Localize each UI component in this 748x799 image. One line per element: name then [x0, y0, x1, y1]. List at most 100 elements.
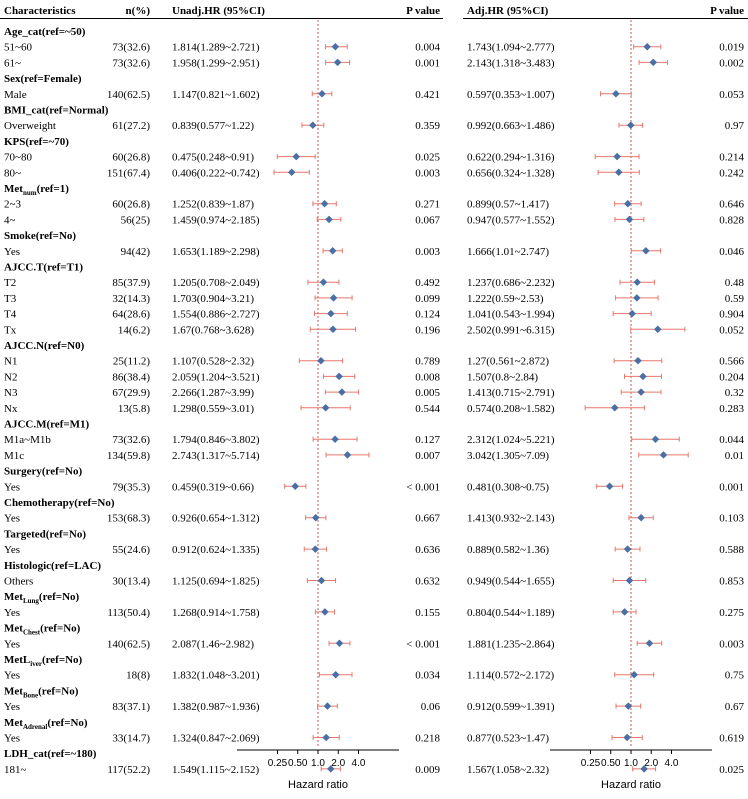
row-label: 181~: [4, 764, 27, 776]
row-unadj-p: 0.218: [415, 733, 440, 745]
row-n: 151(67.4): [107, 167, 150, 179]
row-adj-p: 0.67: [725, 701, 745, 713]
hr-point-unadj: [311, 545, 320, 553]
header-n: n(%): [126, 5, 151, 17]
row-group-header: Smoke(ref=No): [4, 230, 76, 242]
row-n: 56(25): [121, 214, 151, 226]
hr-point-adj: [637, 388, 645, 396]
row-n: 153(68.3): [107, 513, 150, 525]
row-unadj-hr: 1.549(1.115~2.152): [172, 764, 259, 776]
row-adj-hr: 2.312(1.024~5.221): [467, 434, 555, 446]
hr-point-adj: [623, 733, 632, 742]
row-n: 134(59.8): [107, 450, 150, 462]
row-unadj-p: 0.034: [415, 670, 440, 682]
hr-point-unadj: [331, 435, 339, 444]
hr-point-unadj: [291, 482, 300, 491]
row-label: Yes: [4, 481, 20, 493]
row-label: N2: [4, 371, 17, 383]
x-tick-label-unadj: 0.25: [268, 758, 288, 769]
row-adj-hr: 2.502(0.991~6.315): [467, 324, 555, 336]
hr-point-adj: [625, 576, 634, 585]
row-group-header: Age_cat(ref=~50): [4, 26, 86, 38]
row-group-header: Targeted(ref=No): [4, 528, 86, 540]
row-unadj-p: 0.007: [415, 450, 440, 462]
header-unadj-hr: Unadj.HR (95%CI): [172, 5, 265, 17]
row-group-header: LDH_cat(ref=~180): [4, 748, 97, 760]
x-tick-label-adj: 2.0: [644, 758, 658, 769]
row-adj-hr: 0.949(0.544~1.655): [467, 576, 555, 588]
row-unadj-hr: 1.794(0.846~3.802): [172, 434, 260, 446]
hr-point-unadj: [338, 388, 346, 396]
row-unadj-p: 0.271: [415, 199, 440, 211]
row-unadj-p: 0.636: [415, 544, 440, 556]
row-label: 2~3: [4, 199, 21, 211]
hr-point-unadj: [331, 42, 340, 51]
row-adj-p: 0.025: [719, 764, 744, 776]
row-adj-hr: 0.597(0.353~1.007): [467, 89, 555, 101]
row-unadj-hr: 2.087(1.46~2.982): [172, 638, 254, 650]
row-n: 55(24.6): [112, 544, 150, 556]
row-group-header: MetAdrenal(ref=No): [4, 717, 88, 731]
row-unadj-p: 0.009: [415, 764, 440, 776]
hr-point-unadj: [331, 670, 340, 679]
row-unadj-p: 0.067: [415, 214, 440, 226]
hr-point-adj: [620, 608, 629, 616]
row-label: T2: [4, 277, 16, 289]
row-label: 80~: [4, 167, 21, 179]
row-label: Yes: [4, 670, 20, 682]
row-adj-hr: 1.114(0.572~2.172): [467, 670, 554, 682]
row-n: 18(8): [126, 670, 150, 682]
row-adj-hr: 1.222(0.59~2.53): [467, 293, 544, 305]
row-label: M1c: [4, 450, 24, 462]
row-group-header: MetLung(ref=No): [4, 591, 80, 605]
row-label: Male: [4, 89, 27, 101]
row-unadj-p: 0.124: [415, 309, 440, 321]
hr-point-unadj: [333, 58, 342, 67]
row-unadj-p: 0.632: [415, 576, 440, 588]
row-label: Yes: [4, 246, 20, 258]
row-unadj-hr: 1.205(0.708~2.049): [172, 277, 260, 289]
row-n: 85(37.9): [112, 277, 150, 289]
row-unadj-p: 0.099: [415, 293, 440, 305]
row-label: M1a~M1b: [4, 434, 51, 446]
hr-point-unadj: [343, 451, 352, 459]
hr-point-unadj: [326, 765, 335, 773]
hr-point-adj: [637, 513, 645, 522]
row-unadj-hr: 1.268(0.914~1.758): [172, 607, 260, 619]
row-adj-hr: 0.877(0.523~1.47): [467, 733, 549, 745]
row-label: Yes: [4, 513, 20, 525]
hr-point-unadj: [317, 576, 326, 585]
row-adj-p: 0.828: [719, 214, 744, 226]
row-adj-hr: 1.237(0.686~2.232): [467, 277, 555, 289]
x-tick-label-unadj: 0.50: [288, 758, 308, 769]
row-adj-p: 0.48: [725, 277, 745, 289]
row-unadj-hr: 1.832(1.048~3.201): [172, 670, 260, 682]
row-unadj-hr: 2.059(1.204~3.521): [172, 371, 260, 383]
hr-point-adj: [623, 545, 632, 553]
row-n: 13(5.8): [118, 403, 150, 415]
row-adj-hr: 1.567(1.058~2.32): [467, 764, 549, 776]
row-unadj-hr: 1.459(0.974~2.185): [172, 214, 260, 226]
x-tick-label-unadj: 1.0: [311, 758, 325, 769]
hr-point-adj: [642, 246, 650, 255]
row-adj-p: 0.904: [719, 309, 744, 321]
hr-point-adj: [643, 42, 652, 51]
row-unadj-hr: 0.475(0.248~0.91): [172, 152, 254, 164]
hr-point-unadj: [329, 294, 338, 302]
row-adj-p: 0.242: [719, 167, 744, 179]
row-unadj-p: 0.196: [415, 324, 440, 336]
row-adj-p: 0.75: [725, 670, 745, 682]
row-adj-p: 0.052: [719, 324, 744, 336]
row-adj-hr: 0.481(0.308~0.75): [467, 481, 549, 493]
row-group-header: Metnum(ref=1): [4, 183, 69, 197]
row-n: 117(52.2): [107, 764, 150, 776]
row-unadj-p: 0.003: [415, 246, 440, 258]
header-p-value-unadj: P value: [406, 5, 440, 17]
row-unadj-hr: 1.653(1.189~2.298): [172, 246, 260, 258]
row-unadj-hr: 0.839(0.577~1.22): [172, 120, 254, 132]
row-n: 14(6.2): [118, 324, 150, 336]
hr-point-unadj: [328, 246, 337, 255]
row-group-header: MetLiver(ref=No): [4, 654, 83, 668]
hr-point-unadj: [322, 733, 331, 742]
